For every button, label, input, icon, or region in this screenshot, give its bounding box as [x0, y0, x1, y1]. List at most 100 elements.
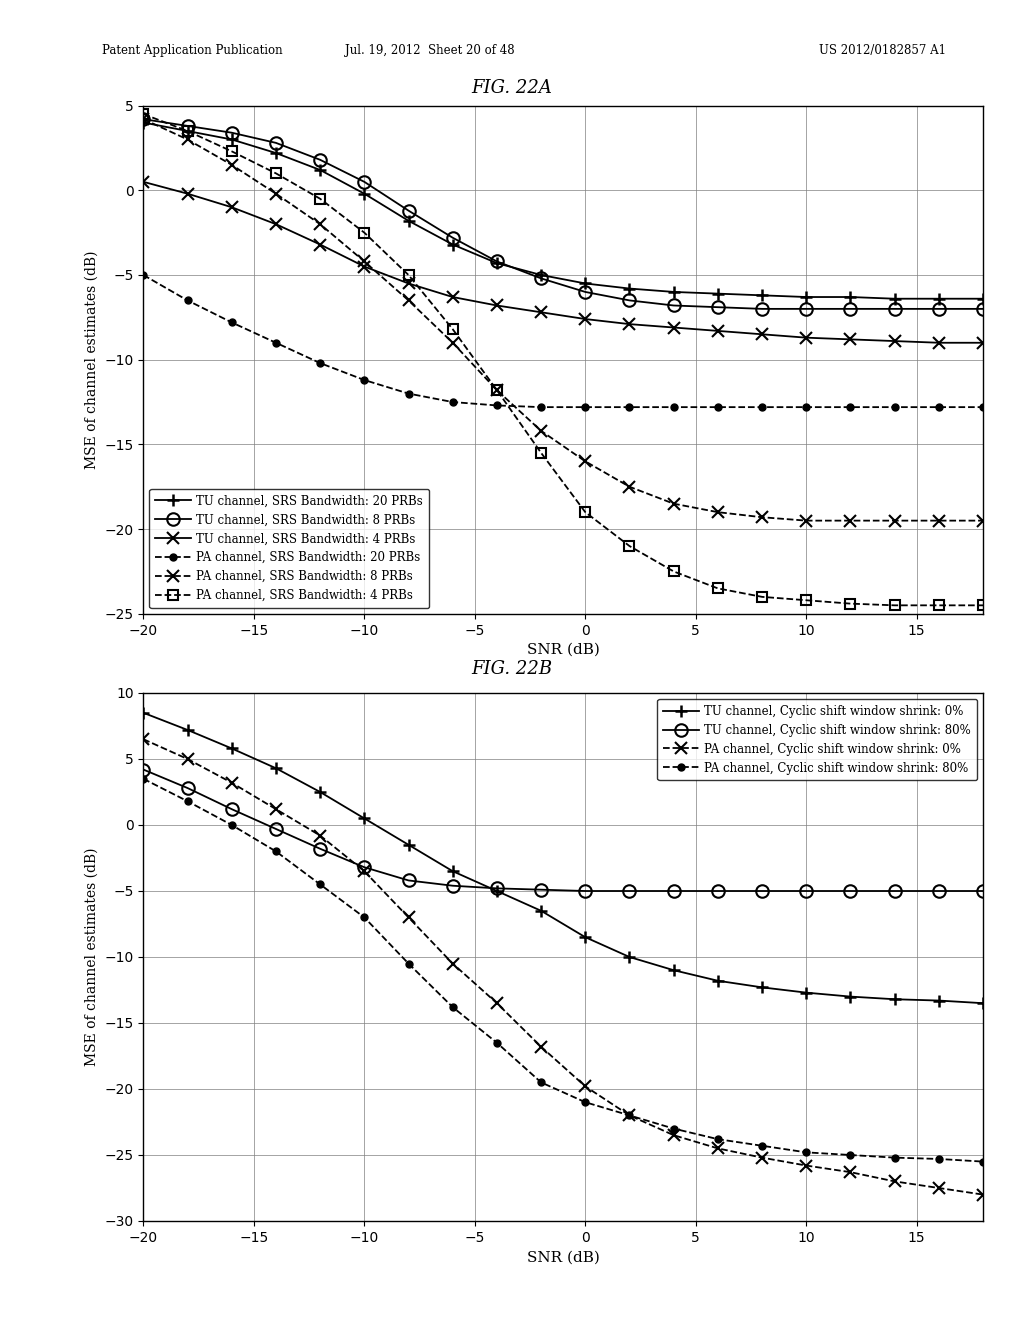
PA channel, SRS Bandwidth: 8 PRBs: (-14, -0.2): 8 PRBs: (-14, -0.2): [269, 186, 282, 202]
PA channel, Cyclic shift window shrink: 80%: (4, -23): 80%: (4, -23): [668, 1121, 680, 1137]
Line: PA channel, SRS Bandwidth: 20 PRBs: PA channel, SRS Bandwidth: 20 PRBs: [140, 272, 986, 411]
TU channel, SRS Bandwidth: 8 PRBs: (-2, -5.2): 8 PRBs: (-2, -5.2): [535, 271, 547, 286]
PA channel, Cyclic shift window shrink: 0%: (8, -25.2): 0%: (8, -25.2): [756, 1150, 768, 1166]
PA channel, Cyclic shift window shrink: 0%: (-6, -10.5): 0%: (-6, -10.5): [446, 956, 459, 972]
TU channel, Cyclic shift window shrink: 80%: (8, -5): 80%: (8, -5): [756, 883, 768, 899]
PA channel, Cyclic shift window shrink: 80%: (-18, 1.8): 80%: (-18, 1.8): [181, 793, 194, 809]
PA channel, Cyclic shift window shrink: 0%: (16, -27.5): 0%: (16, -27.5): [933, 1180, 945, 1196]
TU channel, SRS Bandwidth: 8 PRBs: (-14, 2.8): 8 PRBs: (-14, 2.8): [269, 135, 282, 150]
PA channel, Cyclic shift window shrink: 0%: (-10, -3.5): 0%: (-10, -3.5): [358, 863, 371, 879]
TU channel, Cyclic shift window shrink: 80%: (4, -5): 80%: (4, -5): [668, 883, 680, 899]
PA channel, Cyclic shift window shrink: 80%: (14, -25.2): 80%: (14, -25.2): [889, 1150, 901, 1166]
PA channel, Cyclic shift window shrink: 0%: (-18, 5): 0%: (-18, 5): [181, 751, 194, 767]
TU channel, SRS Bandwidth: 20 PRBs: (-2, -5): 20 PRBs: (-2, -5): [535, 267, 547, 282]
TU channel, SRS Bandwidth: 20 PRBs: (4, -6): 20 PRBs: (4, -6): [668, 284, 680, 300]
PA channel, SRS Bandwidth: 4 PRBs: (-16, 2.3): 4 PRBs: (-16, 2.3): [225, 144, 238, 160]
PA channel, SRS Bandwidth: 4 PRBs: (0, -19): 4 PRBs: (0, -19): [580, 504, 592, 520]
TU channel, SRS Bandwidth: 20 PRBs: (12, -6.3): 20 PRBs: (12, -6.3): [845, 289, 857, 305]
PA channel, SRS Bandwidth: 8 PRBs: (-6, -9): 8 PRBs: (-6, -9): [446, 335, 459, 351]
PA channel, Cyclic shift window shrink: 0%: (14, -27): 0%: (14, -27): [889, 1173, 901, 1189]
TU channel, SRS Bandwidth: 20 PRBs: (-10, -0.2): 20 PRBs: (-10, -0.2): [358, 186, 371, 202]
PA channel, Cyclic shift window shrink: 80%: (6, -23.8): 80%: (6, -23.8): [712, 1131, 724, 1147]
TU channel, SRS Bandwidth: 20 PRBs: (-4, -4.3): 20 PRBs: (-4, -4.3): [490, 255, 503, 271]
PA channel, Cyclic shift window shrink: 0%: (10, -25.8): 0%: (10, -25.8): [800, 1158, 812, 1173]
PA channel, Cyclic shift window shrink: 80%: (-2, -19.5): 80%: (-2, -19.5): [535, 1074, 547, 1090]
PA channel, SRS Bandwidth: 20 PRBs: (6, -12.8): 20 PRBs: (6, -12.8): [712, 399, 724, 414]
TU channel, SRS Bandwidth: 20 PRBs: (-8, -1.8): 20 PRBs: (-8, -1.8): [402, 213, 415, 228]
PA channel, SRS Bandwidth: 4 PRBs: (16, -24.5): 4 PRBs: (16, -24.5): [933, 598, 945, 614]
Text: Jul. 19, 2012  Sheet 20 of 48: Jul. 19, 2012 Sheet 20 of 48: [345, 44, 515, 57]
PA channel, SRS Bandwidth: 4 PRBs: (14, -24.5): 4 PRBs: (14, -24.5): [889, 598, 901, 614]
TU channel, SRS Bandwidth: 8 PRBs: (0, -6): 8 PRBs: (0, -6): [580, 284, 592, 300]
PA channel, Cyclic shift window shrink: 0%: (12, -26.3): 0%: (12, -26.3): [845, 1164, 857, 1180]
TU channel, SRS Bandwidth: 8 PRBs: (-18, 3.8): 8 PRBs: (-18, 3.8): [181, 117, 194, 133]
PA channel, SRS Bandwidth: 8 PRBs: (10, -19.5): 8 PRBs: (10, -19.5): [800, 512, 812, 528]
TU channel, Cyclic shift window shrink: 80%: (6, -5): 80%: (6, -5): [712, 883, 724, 899]
TU channel, SRS Bandwidth: 4 PRBs: (0, -7.6): 4 PRBs: (0, -7.6): [580, 312, 592, 327]
PA channel, SRS Bandwidth: 4 PRBs: (-14, 1): 4 PRBs: (-14, 1): [269, 165, 282, 181]
Legend: TU channel, SRS Bandwidth: 20 PRBs, TU channel, SRS Bandwidth: 8 PRBs, TU channe: TU channel, SRS Bandwidth: 20 PRBs, TU c…: [150, 488, 429, 609]
PA channel, Cyclic shift window shrink: 0%: (-16, 3.2): 0%: (-16, 3.2): [225, 775, 238, 791]
PA channel, Cyclic shift window shrink: 0%: (2, -22): 0%: (2, -22): [624, 1107, 636, 1123]
PA channel, Cyclic shift window shrink: 0%: (-12, -0.8): 0%: (-12, -0.8): [314, 828, 327, 843]
TU channel, Cyclic shift window shrink: 0%: (-10, 0.5): 0%: (-10, 0.5): [358, 810, 371, 826]
PA channel, Cyclic shift window shrink: 0%: (-4, -13.5): 0%: (-4, -13.5): [490, 995, 503, 1011]
PA channel, SRS Bandwidth: 4 PRBs: (4, -22.5): 4 PRBs: (4, -22.5): [668, 564, 680, 579]
TU channel, Cyclic shift window shrink: 0%: (10, -12.7): 0%: (10, -12.7): [800, 985, 812, 1001]
Line: PA channel, SRS Bandwidth: 8 PRBs: PA channel, SRS Bandwidth: 8 PRBs: [138, 114, 988, 527]
PA channel, SRS Bandwidth: 4 PRBs: (-8, -5): 4 PRBs: (-8, -5): [402, 267, 415, 282]
TU channel, Cyclic shift window shrink: 0%: (-20, 8.5): 0%: (-20, 8.5): [137, 705, 150, 721]
PA channel, Cyclic shift window shrink: 80%: (8, -24.3): 80%: (8, -24.3): [756, 1138, 768, 1154]
PA channel, Cyclic shift window shrink: 80%: (-12, -4.5): 80%: (-12, -4.5): [314, 876, 327, 892]
PA channel, Cyclic shift window shrink: 80%: (16, -25.3): 80%: (16, -25.3): [933, 1151, 945, 1167]
PA channel, SRS Bandwidth: 4 PRBs: (-10, -2.5): 4 PRBs: (-10, -2.5): [358, 224, 371, 240]
TU channel, SRS Bandwidth: 20 PRBs: (0, -5.5): 20 PRBs: (0, -5.5): [580, 276, 592, 292]
PA channel, Cyclic shift window shrink: 80%: (-8, -10.5): 80%: (-8, -10.5): [402, 956, 415, 972]
TU channel, Cyclic shift window shrink: 0%: (0, -8.5): 0%: (0, -8.5): [580, 929, 592, 945]
TU channel, Cyclic shift window shrink: 0%: (4, -11): 0%: (4, -11): [668, 962, 680, 978]
TU channel, SRS Bandwidth: 20 PRBs: (8, -6.2): 20 PRBs: (8, -6.2): [756, 288, 768, 304]
TU channel, Cyclic shift window shrink: 80%: (-6, -4.6): 80%: (-6, -4.6): [446, 878, 459, 894]
PA channel, SRS Bandwidth: 4 PRBs: (-12, -0.5): 4 PRBs: (-12, -0.5): [314, 191, 327, 207]
TU channel, Cyclic shift window shrink: 80%: (16, -5): 80%: (16, -5): [933, 883, 945, 899]
PA channel, SRS Bandwidth: 8 PRBs: (-10, -4.2): 8 PRBs: (-10, -4.2): [358, 253, 371, 269]
X-axis label: SNR (dB): SNR (dB): [526, 643, 600, 657]
Line: TU channel, Cyclic shift window shrink: 80%: TU channel, Cyclic shift window shrink: …: [137, 763, 989, 898]
TU channel, SRS Bandwidth: 4 PRBs: (-10, -4.5): 4 PRBs: (-10, -4.5): [358, 259, 371, 275]
PA channel, SRS Bandwidth: 8 PRBs: (-20, 4.2): 8 PRBs: (-20, 4.2): [137, 111, 150, 127]
TU channel, Cyclic shift window shrink: 80%: (12, -5): 80%: (12, -5): [845, 883, 857, 899]
PA channel, Cyclic shift window shrink: 0%: (0, -19.8): 0%: (0, -19.8): [580, 1078, 592, 1094]
TU channel, SRS Bandwidth: 4 PRBs: (16, -9): 4 PRBs: (16, -9): [933, 335, 945, 351]
TU channel, SRS Bandwidth: 4 PRBs: (-16, -1): 4 PRBs: (-16, -1): [225, 199, 238, 215]
Line: PA channel, Cyclic shift window shrink: 0%: PA channel, Cyclic shift window shrink: …: [138, 734, 988, 1200]
TU channel, SRS Bandwidth: 8 PRBs: (-10, 0.5): 8 PRBs: (-10, 0.5): [358, 174, 371, 190]
TU channel, Cyclic shift window shrink: 0%: (2, -10): 0%: (2, -10): [624, 949, 636, 965]
PA channel, SRS Bandwidth: 20 PRBs: (-20, -5): 20 PRBs: (-20, -5): [137, 267, 150, 282]
TU channel, Cyclic shift window shrink: 0%: (-2, -6.5): 0%: (-2, -6.5): [535, 903, 547, 919]
TU channel, Cyclic shift window shrink: 80%: (2, -5): 80%: (2, -5): [624, 883, 636, 899]
TU channel, SRS Bandwidth: 4 PRBs: (-18, -0.2): 4 PRBs: (-18, -0.2): [181, 186, 194, 202]
TU channel, Cyclic shift window shrink: 0%: (8, -12.3): 0%: (8, -12.3): [756, 979, 768, 995]
TU channel, SRS Bandwidth: 8 PRBs: (8, -7): 8 PRBs: (8, -7): [756, 301, 768, 317]
TU channel, SRS Bandwidth: 20 PRBs: (-18, 3.5): 20 PRBs: (-18, 3.5): [181, 123, 194, 139]
PA channel, SRS Bandwidth: 8 PRBs: (6, -19): 8 PRBs: (6, -19): [712, 504, 724, 520]
PA channel, SRS Bandwidth: 20 PRBs: (-10, -11.2): 20 PRBs: (-10, -11.2): [358, 372, 371, 388]
PA channel, SRS Bandwidth: 8 PRBs: (2, -17.5): 8 PRBs: (2, -17.5): [624, 479, 636, 495]
PA channel, SRS Bandwidth: 4 PRBs: (18, -24.5): 4 PRBs: (18, -24.5): [977, 598, 989, 614]
TU channel, SRS Bandwidth: 4 PRBs: (-8, -5.5): 4 PRBs: (-8, -5.5): [402, 276, 415, 292]
PA channel, SRS Bandwidth: 4 PRBs: (-2, -15.5): 4 PRBs: (-2, -15.5): [535, 445, 547, 461]
PA channel, SRS Bandwidth: 4 PRBs: (8, -24): 4 PRBs: (8, -24): [756, 589, 768, 605]
TU channel, SRS Bandwidth: 8 PRBs: (-20, 4.2): 8 PRBs: (-20, 4.2): [137, 111, 150, 127]
PA channel, SRS Bandwidth: 20 PRBs: (16, -12.8): 20 PRBs: (16, -12.8): [933, 399, 945, 414]
Line: PA channel, Cyclic shift window shrink: 80%: PA channel, Cyclic shift window shrink: …: [140, 775, 986, 1166]
PA channel, Cyclic shift window shrink: 80%: (12, -25): 80%: (12, -25): [845, 1147, 857, 1163]
TU channel, SRS Bandwidth: 20 PRBs: (18, -6.4): 20 PRBs: (18, -6.4): [977, 290, 989, 306]
TU channel, Cyclic shift window shrink: 0%: (16, -13.3): 0%: (16, -13.3): [933, 993, 945, 1008]
PA channel, Cyclic shift window shrink: 80%: (-6, -13.8): 80%: (-6, -13.8): [446, 999, 459, 1015]
Text: Patent Application Publication: Patent Application Publication: [102, 44, 283, 57]
PA channel, Cyclic shift window shrink: 0%: (-14, 1.2): 0%: (-14, 1.2): [269, 801, 282, 817]
TU channel, SRS Bandwidth: 8 PRBs: (10, -7): 8 PRBs: (10, -7): [800, 301, 812, 317]
TU channel, SRS Bandwidth: 4 PRBs: (8, -8.5): 4 PRBs: (8, -8.5): [756, 326, 768, 342]
PA channel, SRS Bandwidth: 20 PRBs: (-6, -12.5): 20 PRBs: (-6, -12.5): [446, 395, 459, 411]
TU channel, SRS Bandwidth: 8 PRBs: (-6, -2.8): 8 PRBs: (-6, -2.8): [446, 230, 459, 246]
